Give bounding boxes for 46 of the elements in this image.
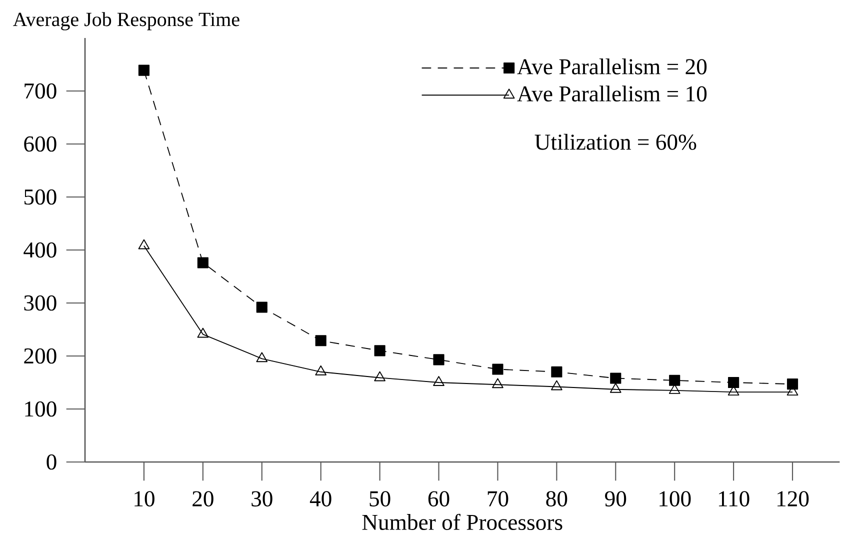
point	[374, 371, 386, 382]
point	[374, 345, 386, 356]
point	[315, 335, 326, 346]
x-tick-label: 120	[778, 491, 809, 506]
y-tick-label: 0	[46, 454, 56, 470]
y-tick-label: 400	[24, 242, 56, 258]
point	[492, 364, 504, 375]
y-tick-label: 200	[24, 348, 56, 364]
point	[433, 354, 444, 366]
annotation: Utilization = 60%	[534, 134, 696, 150]
legend-label: Ave Parallelism = 20	[517, 58, 707, 74]
x-tick-label: 50	[370, 491, 390, 506]
point	[315, 365, 327, 376]
x-tick-label: 110	[718, 491, 750, 506]
point	[669, 374, 680, 386]
point	[728, 376, 740, 388]
point	[256, 302, 268, 313]
x-tick-label: 30	[252, 491, 272, 506]
y-tick-label: 500	[24, 189, 56, 205]
point	[492, 378, 504, 388]
x-tick-label: 70	[488, 491, 508, 506]
point	[138, 64, 150, 76]
point	[610, 372, 622, 384]
point	[256, 352, 268, 362]
x-tick-label: 80	[546, 491, 568, 506]
point	[433, 376, 444, 386]
y-tick-label: 100	[25, 401, 56, 417]
x-tick-label: 60	[428, 491, 450, 506]
x-tick-label: 90	[605, 491, 626, 506]
point	[197, 257, 208, 268]
point	[610, 382, 622, 393]
y-tick-label: 600	[24, 136, 56, 152]
legend-label: Ave Parallelism = 10	[517, 86, 707, 102]
x-tick-label: 100	[660, 491, 691, 506]
point	[786, 378, 798, 390]
x-axis-title: Number of Processors	[362, 514, 562, 530]
point	[551, 380, 562, 390]
y-tick-label: 300	[24, 295, 56, 311]
y-tick-label: 700	[24, 83, 56, 99]
x-tick-label: 40	[310, 491, 332, 506]
x-tick-label: 20	[192, 491, 214, 506]
point	[197, 328, 209, 338]
x-tick-label: 10	[134, 491, 154, 506]
chart-title: Average Job Response Time	[13, 12, 240, 30]
point	[138, 239, 150, 250]
point	[551, 366, 562, 378]
